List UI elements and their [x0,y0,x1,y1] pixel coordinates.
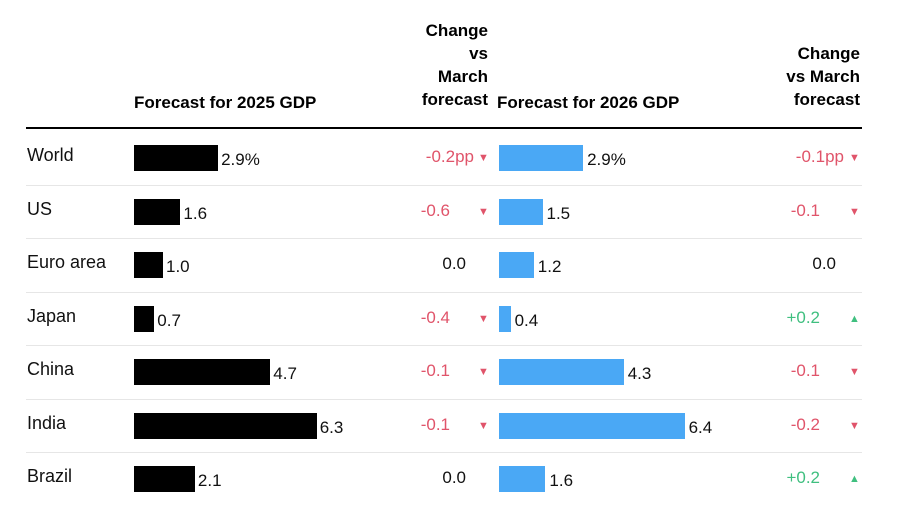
value-label-2025: 1.0 [166,257,190,276]
triangle-down-icon: ▼ [849,205,860,218]
triangle-down-icon: ▼ [478,312,489,325]
country-label: Euro area [27,252,107,272]
bar-2026 [499,145,584,171]
bar-2025 [134,252,163,278]
value-label-2025: 4.7 [273,364,297,383]
country-label: Brazil [27,466,73,486]
row-separator [26,184,862,186]
bar-2026 [499,198,543,225]
header-rule [26,127,862,129]
value-label-2026: 2.9% [587,150,626,169]
header-forecast-2026: Forecast for 2026 GDP [497,93,680,112]
bar-2026 [499,412,685,439]
bar-2025 [134,198,181,225]
change-2025: -0.1 [420,361,450,380]
value-label-2026: 1.6 [549,471,574,490]
header-change-2025-line: March [437,67,488,86]
row-separator [26,452,862,454]
header-change-2026-line: Change [797,44,860,63]
change-2026: -0.2 [790,414,820,434]
value-label-2026: 4.3 [627,364,652,383]
row-separator [26,345,862,347]
bar-2025 [134,412,317,439]
value-label-2026: 1.5 [546,203,571,223]
value-label-2026: 1.2 [537,257,562,276]
header-change-2025-line: vs [469,44,488,63]
header-change-2026-line: vs March [786,67,860,86]
country-label: India [27,412,67,433]
change-2025: 0.0 [442,468,466,487]
bar-2026 [499,305,511,332]
value-label-2025: 6.3 [319,417,344,437]
row-separator [26,238,862,240]
value-label-2025: 1.6 [183,203,208,223]
triangle-down-icon: ▼ [849,419,860,432]
header-forecast-2025: Forecast for 2025 GDP [134,93,317,112]
row-separator [26,291,862,293]
bar-2026 [499,359,624,385]
header-change-2025: Change vs March forecast [392,19,488,111]
triangle-down-icon: ▼ [849,366,860,378]
value-label-2025: 0.7 [157,310,181,330]
triangle-down-icon: ▼ [849,152,860,164]
value-label-2025: 2.1 [197,471,222,490]
triangle-down-icon: ▼ [478,419,489,432]
change-2026: +0.2 [786,307,820,327]
change-2025: -0.6 [420,200,450,220]
bar-2026 [499,466,546,492]
triangle-up-icon: ▲ [849,312,860,325]
change-2026: -0.1pp [795,147,844,166]
change-2025: -0.4 [420,307,450,327]
header-change-2026: Change vs March forecast [740,42,860,111]
value-label-2026: 0.4 [514,310,539,330]
change-2026: 0.0 [812,254,836,273]
bar-2026 [499,252,534,278]
header-change-2025-line: forecast [421,90,488,109]
country-label: US [27,198,53,219]
bar-2025 [134,145,219,171]
header-change-2026-line: forecast [793,90,860,109]
change-2025: -0.1 [420,414,450,434]
row-separator [26,398,862,400]
country-label: China [27,359,75,379]
bar-2025 [134,305,155,332]
change-2026: -0.1 [790,361,820,380]
change-2025: -0.2pp [425,147,474,166]
change-2025: 0.0 [442,254,466,273]
triangle-down-icon: ▼ [478,152,489,164]
triangle-down-icon: ▼ [478,366,489,378]
country-label: World [27,145,74,165]
bar-2025 [134,359,271,385]
header-change-2025-line: Change [425,21,488,40]
change-2026: -0.1 [790,200,820,220]
value-label-2025: 2.9% [221,150,260,169]
triangle-up-icon: ▲ [849,473,860,485]
country-label: Japan [27,305,77,326]
triangle-down-icon: ▼ [478,205,489,218]
bar-2025 [134,466,195,492]
change-2026: +0.2 [786,468,820,487]
value-label-2026: 6.4 [688,417,713,437]
